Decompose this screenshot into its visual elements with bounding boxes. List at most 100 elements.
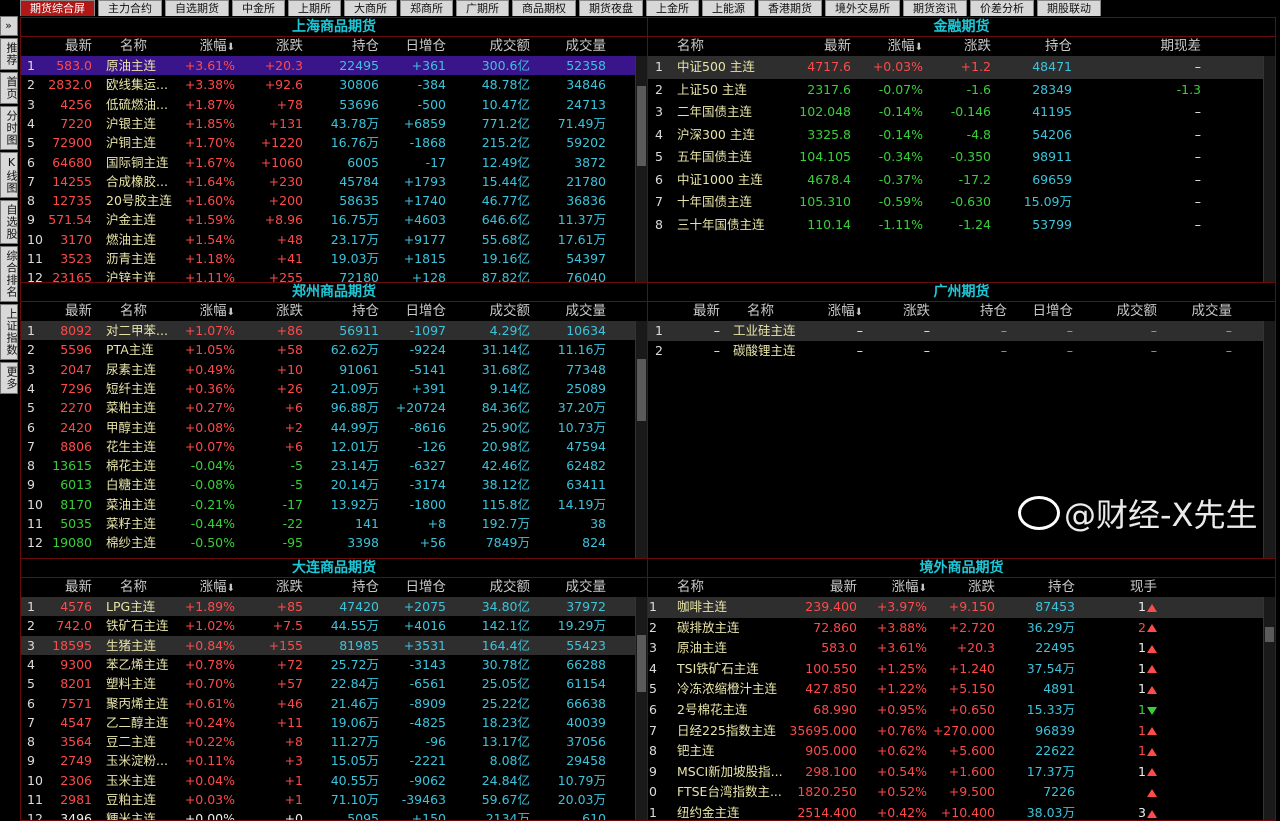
table-row[interactable]: 3 18595 生猪主连 +0.84% +155 81985 +3531 164.4亿 5542… (21, 635, 635, 655)
table-row[interactable]: 8 3564 豆二主连 +0.22% +8 11.27万 -96 13.17亿 37056 (21, 732, 635, 751)
tab-7[interactable]: 广期所 (456, 0, 509, 16)
column-header-volume[interactable]: 成交量 (566, 302, 607, 321)
scrollbar-thumb[interactable] (637, 86, 646, 166)
table-row[interactable]: 7 8806 花生主连 +0.07% +6 12.01万 -126 20.98亿 47594 (21, 437, 635, 456)
table-row[interactable]: 1 4576 LPG主连 +1.89% +85 47420 +2075 34.80亿 37972 (21, 597, 635, 617)
column-header-change[interactable]: 涨跌 (903, 302, 930, 321)
column-header-change[interactable]: 涨跌 (968, 578, 995, 597)
table-row[interactable]: 12 3496 粳米主连 +0.00% +0 5095 +150 2134万 610 (21, 809, 635, 820)
table-row[interactable]: 2 2832.0 欧线集运... +3.38% +92.6 30806 -384 48.78亿… (21, 75, 635, 94)
tab-9[interactable]: 期货夜盘 (579, 0, 643, 16)
column-header-change-pct[interactable]: 涨幅⬇ (200, 302, 235, 322)
table-row[interactable]: 8 钯主连 905.000 +0.62% +5.600 22622 1 (648, 741, 1263, 762)
table-row[interactable]: 6 2号棉花主连 68.990 +0.95% +0.650 15.33万 1 (648, 700, 1263, 721)
column-header-volume[interactable]: 成交量 (1192, 302, 1233, 321)
sidebar-item-5[interactable]: 自选股 (0, 200, 18, 244)
tab-16[interactable]: 期股联动 (1037, 0, 1101, 16)
column-header-volume[interactable]: 成交量 (566, 578, 607, 597)
table-row[interactable]: 3 原油主连 583.0 +3.61% +20.3 22495 1 (648, 638, 1263, 659)
tab-4[interactable]: 上期所 (288, 0, 341, 16)
table-row[interactable]: 6 2420 甲醇主连 +0.08% +2 44.99万 -8616 25.90亿 10.73万 (21, 418, 635, 437)
table-row[interactable]: 8 12735 20号胶主连 +1.60% +200 58635 +1740 46.77亿 36… (21, 191, 635, 210)
tab-2[interactable]: 自选期货 (165, 0, 229, 16)
table-row[interactable]: 11 3523 沥青主连 +1.18% +41 19.03万 +1815 19.16亿 5439… (21, 249, 635, 268)
table-row[interactable]: 10 3170 燃油主连 +1.54% +48 23.17万 +9177 55.68亿 17.6… (21, 230, 635, 249)
table-row[interactable]: 4 7296 短纤主连 +0.36% +26 21.09万 +391 9.14亿 25089 (21, 379, 635, 398)
column-header-name[interactable]: 名称 (677, 578, 704, 597)
table-row[interactable]: 3 4256 低硫燃油... +1.87% +78 53696 -500 10.47亿 2471… (21, 95, 635, 114)
sidebar-item-3[interactable]: 分时图 (0, 106, 18, 150)
column-header-change-pct[interactable]: 涨幅⬇ (828, 302, 863, 322)
column-header-name[interactable]: 名称 (120, 578, 147, 597)
tab-8[interactable]: 商品期权 (512, 0, 576, 16)
column-header-open-interest[interactable]: 持仓 (352, 578, 379, 597)
tab-12[interactable]: 香港期货 (758, 0, 822, 16)
tab-5[interactable]: 大商所 (344, 0, 397, 16)
scrollbar-thumb[interactable] (637, 635, 646, 692)
column-header-change-pct[interactable]: 涨幅⬇ (200, 578, 235, 598)
table-row[interactable]: 4 TSI铁矿石主连 100.550 +1.25% +1.240 37.54万 1 (648, 659, 1263, 680)
table-row[interactable]: 1 8092 对二甲苯... +1.07% +86 56911 -1097 4.29亿 1063… (21, 321, 635, 341)
column-header-turnover[interactable]: 成交额 (490, 578, 531, 597)
sidebar-item-4[interactable]: K线图 (0, 152, 18, 198)
column-header-daily-oi-change[interactable]: 日增仓 (1033, 302, 1074, 321)
table-row[interactable]: 9 2749 玉米淀粉... +0.11% +3 15.05万 -2221 8.08亿 2945… (21, 751, 635, 770)
table-row[interactable]: 1 咖啡主连 239.400 +3.97% +9.150 87453 1 (648, 597, 1263, 618)
sidebar-item-2[interactable]: 首页 (0, 72, 18, 104)
table-row[interactable]: 5 8201 塑料主连 +0.70% +57 22.84万 -6561 25.05亿 61154 (21, 674, 635, 693)
table-row[interactable]: 2– 碳酸锂主连 – – – – – – (648, 341, 1263, 361)
table-row[interactable]: 10 8170 菜油主连 -0.21% -17 13.92万 -1800 115.8亿 14.1… (21, 495, 635, 514)
table-row[interactable]: 10 FTSE台湾指数主... 1820.250 +0.52% +9.500 7226 (648, 782, 1263, 803)
column-header-change-pct[interactable]: 涨幅⬇ (888, 37, 923, 57)
table-row[interactable]: 3 2047 尿素主连 +0.49% +10 91061 -5141 31.68亿 77348 (21, 360, 635, 379)
tab-15[interactable]: 价差分析 (970, 0, 1034, 16)
column-header-open-interest[interactable]: 持仓 (1048, 578, 1075, 597)
sidebar-item-0[interactable]: » (0, 16, 18, 36)
tab-6[interactable]: 郑商所 (400, 0, 453, 16)
column-header-latest[interactable]: 最新 (65, 578, 92, 597)
column-header-open-interest[interactable]: 持仓 (980, 302, 1007, 321)
table-row[interactable]: 10 2306 玉米主连 +0.04% +1 40.55万 -9062 24.84亿 10.79… (21, 771, 635, 790)
tab-13[interactable]: 境外交易所 (825, 0, 900, 16)
column-header-open-interest[interactable]: 持仓 (352, 37, 379, 56)
table-row[interactable]: 11 5035 菜籽主连 -0.44% -22 141 +8 192.7万 38 (21, 514, 635, 533)
column-header-daily-oi-change[interactable]: 日增仓 (406, 578, 447, 597)
column-header-name[interactable]: 名称 (120, 302, 147, 321)
column-header-name[interactable]: 名称 (677, 37, 704, 56)
table-row[interactable]: 5 2270 菜粕主连 +0.27% +6 96.88万 +20724 84.36亿 37.20… (21, 398, 635, 417)
column-header-change-pct[interactable]: 涨幅⬇ (200, 37, 235, 57)
tab-3[interactable]: 中金所 (232, 0, 285, 16)
column-header-daily-oi-change[interactable]: 日增仓 (406, 37, 447, 56)
scrollbar[interactable] (1263, 321, 1275, 558)
table-row[interactable]: 6 7571 聚丙烯主连 +0.61% +46 21.46万 -8909 25.22亿 6663… (21, 694, 635, 713)
column-header-basis[interactable]: 期现差 (1161, 37, 1202, 56)
tab-0[interactable]: 期货综合屏 (20, 0, 95, 16)
column-header-name[interactable]: 名称 (747, 302, 774, 321)
sidebar-item-1[interactable]: 推荐 (0, 38, 18, 70)
table-row[interactable]: 6 中证1000 主连 4678.4 -0.37% -17.2 69659 – (648, 169, 1263, 192)
table-row[interactable]: 6 64680 国际铜主连 +1.67% +1060 6005 -17 12.49亿 3872 (21, 153, 635, 172)
column-header-change[interactable]: 涨跌 (276, 37, 303, 56)
tab-11[interactable]: 上能源 (702, 0, 755, 16)
table-row[interactable]: 3 二年国债主连 102.048 -0.14% -0.146 41195 – (648, 101, 1263, 124)
table-row[interactable]: 5 五年国债主连 104.105 -0.34% -0.350 98911 – (648, 146, 1263, 169)
table-row[interactable]: 4 7220 沪银主连 +1.85% +131 43.78万 +6859 771.2亿 71.4… (21, 114, 635, 133)
column-header-latest[interactable]: 最新 (830, 578, 857, 597)
sidebar-item-8[interactable]: 更多 (0, 362, 18, 394)
column-header-volume[interactable]: 成交量 (566, 37, 607, 56)
column-header-turnover[interactable]: 成交额 (490, 37, 531, 56)
column-header-last-lots[interactable]: 现手 (1130, 578, 1157, 597)
table-row[interactable]: 8 13615 棉花主连 -0.04% -5 23.14万 -6327 42.46亿 62482 (21, 456, 635, 475)
table-row[interactable]: 9 571.54 沪金主连 +1.59% +8.96 16.75万 +4603 646.6亿 1… (21, 210, 635, 229)
table-row[interactable]: 8 三十年国债主连 110.14 -1.11% -1.24 53799 – (648, 214, 1263, 237)
table-row[interactable]: 7 4547 乙二醇主连 +0.24% +11 19.06万 -4825 18.23亿 4003… (21, 713, 635, 732)
table-row[interactable]: 2 碳排放主连 72.860 +3.88% +2.720 36.29万 2 (648, 618, 1263, 639)
column-header-open-interest[interactable]: 持仓 (352, 302, 379, 321)
table-row[interactable]: 7 十年国债主连 105.310 -0.59% -0.630 15.09万 – (648, 191, 1263, 214)
scrollbar-thumb[interactable] (1265, 627, 1274, 642)
column-header-open-interest[interactable]: 持仓 (1045, 37, 1072, 56)
table-row[interactable]: 7 日经225指数主连 35695.000 +0.76% +270.000 96839 1 (648, 721, 1263, 742)
table-row[interactable]: 12 19080 棉纱主连 -0.50% -95 3398 +56 7849万 824 (21, 533, 635, 552)
table-row[interactable]: 2 742.0 铁矿石主连 +1.02% +7.5 44.55万 +4016 142.1亿 19… (21, 616, 635, 635)
column-header-latest[interactable]: 最新 (824, 37, 851, 56)
